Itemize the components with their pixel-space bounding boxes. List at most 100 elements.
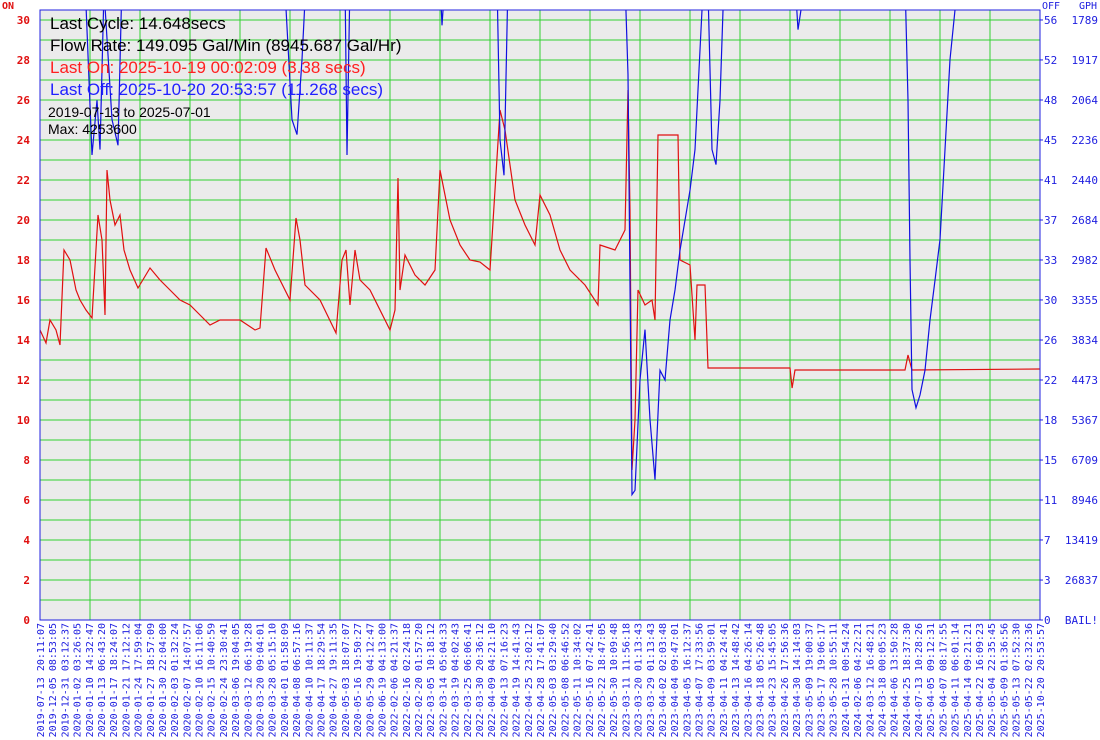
y-axis-label: ON bbox=[2, 1, 14, 12]
x-tick-label: 2022-05-03 03:29:40 bbox=[548, 623, 559, 737]
series-group bbox=[40, 10, 1040, 497]
y3-tick-label: 6709 bbox=[1072, 454, 1099, 467]
y3-tick-label: 2982 bbox=[1072, 254, 1099, 267]
x-tick-label: 2023-04-16 04:26:14 bbox=[743, 623, 754, 737]
x-tick-label: 2024-02-06 04:22:21 bbox=[853, 623, 864, 737]
x-tick-label: 2020-02-03 01:32:24 bbox=[170, 623, 181, 737]
x-tick-label: 2023-04-09 03:59:01 bbox=[707, 623, 718, 737]
x-tick-label: 2020-02-24 23:30:41 bbox=[219, 623, 230, 737]
x-tick-label: 2020-04-01 01:58:09 bbox=[280, 623, 291, 737]
y2-tick-label: 26 bbox=[1044, 334, 1057, 347]
x-tick-label: 2023-04-23 15:45:05 bbox=[768, 623, 779, 737]
x-tick-label: 2024-04-25 18:37:30 bbox=[902, 623, 913, 737]
x-tick-label: 2023-04-30 14:14:03 bbox=[792, 623, 803, 737]
y3-tick-label: 4473 bbox=[1072, 374, 1099, 387]
x-tick-label: 2025-05-13 07:52:30 bbox=[1012, 623, 1023, 737]
x-tick-label: 2022-05-16 07:42:41 bbox=[585, 623, 596, 737]
x-tick-label: 2023-03-29 01:13:43 bbox=[646, 623, 657, 737]
x-tick-label: 2020-01-02 03:26:05 bbox=[73, 623, 84, 737]
x-tick-label: 2025-04-07 08:17:55 bbox=[938, 623, 949, 737]
x-tick-label: 2025-10-20 20:53:57 bbox=[1036, 623, 1047, 737]
y3-tick-label: 2684 bbox=[1072, 214, 1099, 227]
y2-tick-label: 0 bbox=[1044, 614, 1051, 627]
y2-tick-label: 22 bbox=[1044, 374, 1057, 387]
x-tick-label: 2022-02-06 04:21:37 bbox=[390, 623, 401, 737]
x-tick-label: 2023-04-13 14:48:42 bbox=[731, 623, 742, 737]
y-tick-label: 26 bbox=[17, 94, 31, 107]
x-tick-label: 2022-05-11 10:34:02 bbox=[573, 623, 584, 737]
y-tick-label: 12 bbox=[17, 374, 30, 387]
y2-tick-label: 30 bbox=[1044, 294, 1057, 307]
y2-tick-label: 56 bbox=[1044, 14, 1057, 27]
y3-tick-label: 1917 bbox=[1072, 54, 1099, 67]
x-tick-label: 2023-03-20 01:13:43 bbox=[634, 623, 645, 737]
x-tick-label: 2023-04-02 02:03:48 bbox=[658, 623, 669, 737]
x-tick-label: 2025-05-22 02:32:36 bbox=[1024, 623, 1035, 737]
x-tick-label: 2020-05-16 19:50:27 bbox=[353, 623, 364, 737]
x-tick-label: 2022-05-08 06:46:52 bbox=[560, 623, 571, 737]
y-tick-label: 14 bbox=[17, 334, 31, 347]
series-line bbox=[85, 10, 956, 497]
x-tick-label: 2020-02-10 16:11:06 bbox=[195, 623, 206, 737]
x-tick-label: 2022-03-14 05:04:33 bbox=[438, 623, 449, 737]
x-tick-label: 2025-04-14 09:21:21 bbox=[963, 623, 974, 737]
x-tick-label: 2019-12-05 08:53:05 bbox=[48, 623, 59, 737]
plot-frame bbox=[39, 9, 1041, 621]
x-tick-label: 2022-04-09 04:21:10 bbox=[487, 623, 498, 737]
y-tick-label: 2 bbox=[23, 574, 30, 587]
y-tick-label: 24 bbox=[17, 134, 31, 147]
y3-tick-label: 2440 bbox=[1072, 174, 1099, 187]
x-tick-label: 2020-01-10 14:32:47 bbox=[85, 623, 96, 737]
y-tick-label: 6 bbox=[23, 494, 30, 507]
x-tick-label: 2022-05-30 10:09:48 bbox=[609, 623, 620, 737]
y2-tick-label: 48 bbox=[1044, 94, 1057, 107]
x-tick-label: 2025-04-22 16:09:23 bbox=[975, 623, 986, 737]
x-tick-label: 2022-04-25 23:02:12 bbox=[524, 623, 535, 737]
x-tick-label: 2025-05-09 01:36:56 bbox=[999, 623, 1010, 737]
x-tick-label: 2020-01-24 17:59:04 bbox=[134, 623, 145, 737]
x-tick-label: 2022-03-30 20:36:12 bbox=[475, 623, 486, 737]
x-tick-label: 2022-04-19 14:41:43 bbox=[512, 623, 523, 737]
x-tick-label: 2020-06-19 04:13:00 bbox=[377, 623, 388, 737]
x-tick-label: 2020-05-03 18:07:07 bbox=[341, 623, 352, 737]
y3-tick-label: 2064 bbox=[1072, 94, 1099, 107]
grid bbox=[39, 10, 1041, 621]
x-tick-label: 2020-03-06 19:04:05 bbox=[231, 623, 242, 737]
y2-tick-label: 45 bbox=[1044, 134, 1057, 147]
x-tick-label: 2024-03-18 00:05:23 bbox=[877, 623, 888, 737]
y2-tick-label: 11 bbox=[1044, 494, 1057, 507]
annotation: Last Cycle: 14.648secs bbox=[50, 14, 226, 33]
annotation: Max: 4253600 bbox=[48, 121, 137, 137]
y3-tick-label: 5367 bbox=[1072, 414, 1099, 427]
x-tick-label: 2024-01-31 00:54:24 bbox=[841, 623, 852, 737]
y2-tick-label: 18 bbox=[1044, 414, 1057, 427]
x-tick-label: 2023-04-18 05:26:48 bbox=[756, 623, 767, 737]
y3-axis-label: GPH bbox=[1079, 1, 1097, 12]
x-tick-label: 2020-04-27 19:11:35 bbox=[329, 623, 340, 737]
y3-tick-label: 13419 bbox=[1065, 534, 1098, 547]
y3-tick-label: 2236 bbox=[1072, 134, 1099, 147]
x-tick-label: 2023-04-05 16:12:37 bbox=[682, 623, 693, 737]
x-tick-label: 2022-03-19 04:02:43 bbox=[451, 623, 462, 737]
y3-tick-label: BAIL! bbox=[1065, 614, 1098, 627]
y3-tick-label: 1789 bbox=[1072, 14, 1099, 27]
x-tick-label: 2020-04-08 06:57:16 bbox=[292, 623, 303, 737]
x-tick-label: 2022-02-20 01:57:20 bbox=[414, 623, 425, 737]
x-tick-label: 2022-03-25 06:06:41 bbox=[463, 623, 474, 737]
y-tick-label: 4 bbox=[23, 534, 30, 547]
x-tick-label: 2023-05-17 19:06:17 bbox=[816, 623, 827, 737]
y3-tick-label: 3834 bbox=[1072, 334, 1099, 347]
y-tick-label: 16 bbox=[17, 294, 31, 307]
y3-tick-label: 26837 bbox=[1065, 574, 1098, 587]
x-tick-label: 2020-01-13 06:43:20 bbox=[97, 623, 108, 737]
y2-tick-label: 3 bbox=[1044, 574, 1051, 587]
y2-axis-label: OFF bbox=[1042, 1, 1060, 12]
x-tick-label: 2020-03-20 09:04:01 bbox=[256, 623, 267, 737]
y-tick-label: 20 bbox=[17, 214, 30, 227]
x-tick-label: 2023-05-28 10:55:11 bbox=[829, 623, 840, 737]
x-tick-label: 2019-12-31 03:12:37 bbox=[60, 623, 71, 737]
x-tick-label: 2020-01-27 18:57:09 bbox=[146, 623, 157, 737]
x-tick-label: 2022-04-13 07:16:23 bbox=[499, 623, 510, 737]
